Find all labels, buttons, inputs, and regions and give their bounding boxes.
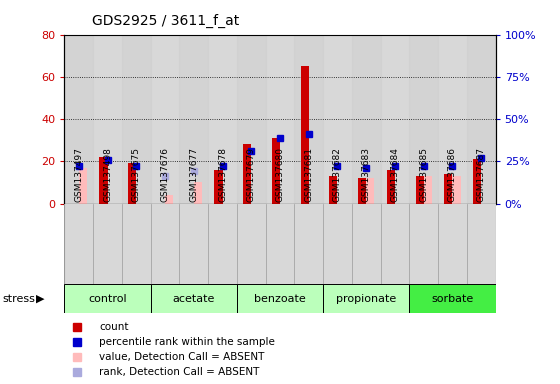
Bar [409, 35, 438, 204]
Text: stress: stress [3, 293, 36, 304]
Text: GDS2925 / 3611_f_at: GDS2925 / 3611_f_at [92, 14, 240, 28]
Bar [301, 66, 309, 204]
Bar [79, 168, 87, 204]
Bar [416, 176, 424, 204]
Bar [366, 178, 374, 204]
Text: percentile rank within the sample: percentile rank within the sample [99, 337, 275, 347]
Text: propionate: propionate [336, 293, 396, 304]
Bar [100, 157, 108, 204]
Bar [165, 195, 173, 204]
Bar [128, 164, 136, 204]
Text: benzoate: benzoate [254, 293, 306, 304]
Bar [467, 35, 496, 204]
Text: sorbate: sorbate [431, 293, 474, 304]
Bar [237, 35, 265, 204]
Bar [64, 35, 93, 204]
Bar [243, 144, 251, 204]
Text: control: control [88, 293, 127, 304]
Bar [424, 176, 432, 204]
Bar [323, 284, 409, 313]
Bar [445, 174, 452, 204]
Bar [122, 35, 151, 204]
Bar [329, 176, 338, 204]
Bar [452, 176, 460, 204]
Bar [358, 178, 366, 204]
Text: ▶: ▶ [36, 293, 45, 304]
Bar [272, 138, 280, 204]
Bar [194, 182, 202, 204]
Bar [295, 35, 323, 204]
Bar [151, 284, 237, 313]
Bar [214, 170, 222, 204]
Text: value, Detection Call = ABSENT: value, Detection Call = ABSENT [99, 352, 264, 362]
Text: count: count [99, 322, 128, 332]
Text: acetate: acetate [172, 293, 215, 304]
Bar [387, 170, 395, 204]
Bar [237, 284, 323, 313]
Text: rank, Detection Call = ABSENT: rank, Detection Call = ABSENT [99, 367, 259, 377]
Bar [409, 284, 496, 313]
Bar [179, 35, 208, 204]
Bar [473, 159, 481, 204]
Bar [352, 35, 381, 204]
Bar [64, 284, 151, 313]
